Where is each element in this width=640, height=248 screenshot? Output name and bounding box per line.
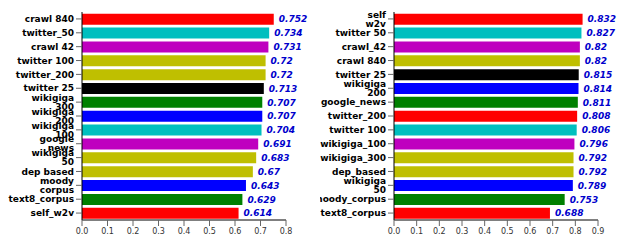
svg-text:0.82: 0.82 bbox=[585, 56, 607, 66]
svg-text:0.814: 0.814 bbox=[584, 84, 612, 94]
svg-text:moodycorpus: moodycorpus bbox=[40, 176, 74, 195]
svg-text:0.2: 0.2 bbox=[127, 227, 140, 236]
svg-text:wikigiga50: wikigiga50 bbox=[343, 176, 386, 195]
svg-text:crawl 840: crawl 840 bbox=[337, 56, 386, 66]
svg-text:0.4: 0.4 bbox=[478, 227, 491, 236]
svg-text:google_news: google_news bbox=[321, 97, 386, 107]
svg-text:0.752: 0.752 bbox=[279, 14, 307, 24]
svg-text:0.7: 0.7 bbox=[254, 227, 267, 236]
svg-text:wikigiga200: wikigiga200 bbox=[343, 79, 386, 98]
svg-text:0.796: 0.796 bbox=[579, 139, 607, 149]
svg-text:0.72: 0.72 bbox=[271, 56, 293, 66]
svg-text:0.731: 0.731 bbox=[273, 42, 301, 52]
svg-text:0.2: 0.2 bbox=[433, 227, 446, 236]
svg-text:0.8: 0.8 bbox=[280, 227, 293, 236]
svg-text:moody_corpus: moody_corpus bbox=[320, 194, 386, 204]
svg-text:0.704: 0.704 bbox=[267, 125, 295, 135]
svg-text:0.629: 0.629 bbox=[247, 195, 275, 205]
svg-text:0.6: 0.6 bbox=[229, 227, 242, 236]
svg-text:text8_corpus: text8_corpus bbox=[9, 194, 74, 204]
svg-text:0.643: 0.643 bbox=[251, 181, 279, 191]
svg-text:crawl 42: crawl 42 bbox=[31, 42, 74, 52]
svg-text:0.827: 0.827 bbox=[586, 28, 615, 38]
svg-text:0.707: 0.707 bbox=[267, 98, 296, 108]
svg-text:twitter 100: twitter 100 bbox=[17, 56, 74, 66]
svg-text:0.3: 0.3 bbox=[152, 227, 165, 236]
svg-text:0.7: 0.7 bbox=[546, 227, 559, 236]
svg-text:0.82: 0.82 bbox=[585, 42, 607, 52]
svg-text:0.808: 0.808 bbox=[582, 111, 610, 121]
svg-text:0.734: 0.734 bbox=[274, 28, 302, 38]
svg-text:0.6: 0.6 bbox=[524, 227, 537, 236]
svg-text:0.792: 0.792 bbox=[579, 167, 607, 177]
svg-text:0.815: 0.815 bbox=[584, 70, 612, 80]
svg-text:0.713: 0.713 bbox=[269, 84, 297, 94]
svg-text:0.789: 0.789 bbox=[578, 181, 606, 191]
svg-text:0.5: 0.5 bbox=[203, 227, 216, 236]
svg-text:0.688: 0.688 bbox=[555, 208, 583, 218]
svg-text:crawl_42: crawl_42 bbox=[342, 42, 386, 52]
svg-text:0.4: 0.4 bbox=[178, 227, 191, 236]
svg-text:text8_corpus: text8_corpus bbox=[321, 208, 386, 218]
svg-text:0.753: 0.753 bbox=[570, 195, 598, 205]
svg-text:twitter 50: twitter 50 bbox=[335, 28, 386, 38]
svg-text:selfw2v: selfw2v bbox=[366, 10, 387, 29]
svg-text:0.691: 0.691 bbox=[263, 139, 291, 149]
svg-text:0.0: 0.0 bbox=[388, 227, 401, 236]
svg-text:crawl 840: crawl 840 bbox=[25, 14, 74, 24]
svg-text:wikigiga_100: wikigiga_100 bbox=[320, 139, 386, 149]
svg-text:0.683: 0.683 bbox=[261, 153, 289, 163]
svg-text:0.614: 0.614 bbox=[244, 208, 272, 218]
svg-text:0.8: 0.8 bbox=[569, 227, 582, 236]
svg-text:0.806: 0.806 bbox=[582, 125, 610, 135]
svg-text:0.1: 0.1 bbox=[410, 227, 423, 236]
svg-text:0.792: 0.792 bbox=[579, 153, 607, 163]
svg-text:wikigiga50: wikigiga50 bbox=[31, 148, 74, 167]
svg-text:0.707: 0.707 bbox=[267, 111, 296, 121]
svg-text:0.1: 0.1 bbox=[101, 227, 114, 236]
svg-text:0.811: 0.811 bbox=[583, 98, 611, 108]
svg-text:0.67: 0.67 bbox=[258, 167, 281, 177]
svg-text:0.832: 0.832 bbox=[588, 14, 616, 24]
svg-text:0.9: 0.9 bbox=[592, 227, 605, 236]
svg-text:0.5: 0.5 bbox=[501, 227, 514, 236]
svg-text:0.0: 0.0 bbox=[76, 227, 89, 236]
svg-text:twitter_200: twitter_200 bbox=[328, 111, 386, 121]
svg-text:twitter 100: twitter 100 bbox=[329, 125, 386, 135]
svg-text:wikigiga_300: wikigiga_300 bbox=[320, 153, 386, 163]
svg-text:twitter_50: twitter_50 bbox=[22, 28, 74, 38]
svg-text:0.72: 0.72 bbox=[271, 70, 293, 80]
svg-text:self_w2v: self_w2v bbox=[31, 208, 75, 218]
svg-text:twitter_200: twitter_200 bbox=[16, 70, 74, 80]
svg-text:0.3: 0.3 bbox=[456, 227, 469, 236]
